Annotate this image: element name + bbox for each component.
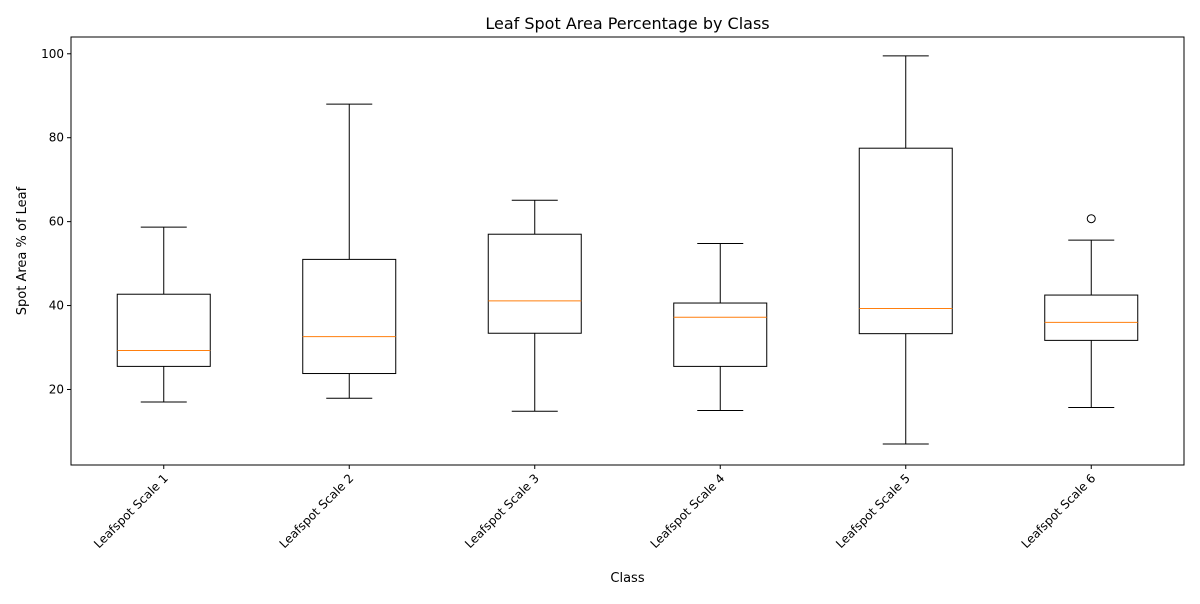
y-tick-label: 80 bbox=[49, 131, 64, 145]
x-axis-label: Class bbox=[610, 571, 644, 586]
box-group bbox=[302, 103, 397, 399]
box-group bbox=[116, 226, 211, 403]
y-axis-label: Spot Area % of Leaf bbox=[15, 186, 30, 315]
outlier-point bbox=[1086, 214, 1096, 224]
y-tick-label: 40 bbox=[49, 299, 64, 313]
box-group bbox=[673, 242, 768, 411]
y-tick-label: 60 bbox=[49, 215, 64, 229]
plot-area: 20 40 60 80 100 Leafspot Scale 1 Leafspot Scal… bbox=[41, 47, 1139, 551]
box bbox=[1044, 294, 1139, 341]
plot-frame bbox=[70, 36, 1185, 466]
x-tick-label: Leafspot Scale 2 bbox=[277, 471, 357, 551]
box bbox=[858, 147, 953, 335]
box bbox=[487, 233, 582, 334]
box bbox=[116, 293, 211, 367]
x-tick-label: Leafspot Scale 5 bbox=[833, 471, 913, 551]
box-group bbox=[858, 55, 953, 445]
x-tick-label: Leafspot Scale 3 bbox=[462, 471, 542, 551]
box-group bbox=[487, 199, 582, 412]
x-tick-label: Leafspot Scale 4 bbox=[648, 471, 728, 551]
x-tick-label: Leafspot Scale 1 bbox=[91, 471, 171, 551]
y-tick-label: 20 bbox=[49, 382, 64, 396]
box-group bbox=[1044, 214, 1139, 409]
y-tick-label: 100 bbox=[41, 47, 64, 61]
box bbox=[302, 258, 397, 375]
chart-title: Leaf Spot Area Percentage by Class bbox=[485, 14, 769, 33]
box bbox=[673, 302, 768, 367]
x-tick-label: Leafspot Scale 6 bbox=[1019, 471, 1099, 551]
